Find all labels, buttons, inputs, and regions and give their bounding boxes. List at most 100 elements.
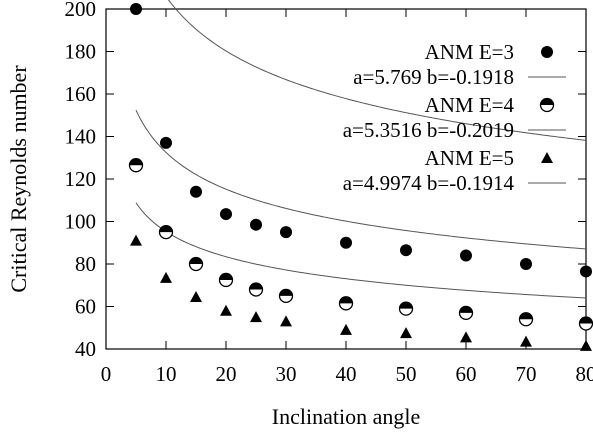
- data-point-series-3: [460, 331, 472, 343]
- marker-fill: [219, 273, 233, 280]
- data-point-series-2: [338, 296, 354, 311]
- x-tick-label: 30: [276, 362, 297, 386]
- data-point-series-2: [398, 301, 414, 316]
- legend-marker-series-2: [539, 97, 555, 113]
- x-tick-label: 0: [101, 362, 112, 386]
- marker-shape: [190, 185, 202, 198]
- y-tick-label: 200: [65, 0, 97, 21]
- x-tick-label: 20: [216, 362, 237, 386]
- marker-fill: [519, 312, 533, 320]
- data-point-series-3: [340, 323, 352, 335]
- data-point-series-3: [280, 315, 292, 327]
- y-tick-label: 60: [75, 295, 96, 319]
- y-tick-label: 140: [65, 125, 97, 149]
- data-point-series-1: [130, 3, 142, 15]
- legend-marker-series-1: [541, 46, 553, 58]
- marker-fill: [399, 302, 413, 309]
- marker-shape: [280, 226, 292, 239]
- marker-fill: [189, 257, 203, 264]
- data-point-series-2: [518, 312, 534, 327]
- marker-shape: [130, 234, 142, 246]
- marker-fill: [579, 317, 593, 324]
- fit-curves: [135, 0, 587, 299]
- marker-shape: [160, 136, 172, 149]
- data-point-series-3: [190, 290, 202, 302]
- data-point-series-3: [580, 339, 592, 351]
- marker-shape: [130, 3, 142, 15]
- x-tick-label: 10: [156, 362, 177, 386]
- legend-marker-series-3: [541, 152, 553, 163]
- data-point-series-3: [160, 271, 172, 283]
- fit-curve-series-3: [135, 202, 587, 299]
- legend-label-series-1: ANM E=3: [425, 40, 514, 64]
- data-point-series-2: [158, 224, 174, 240]
- x-tick-label: 80: [576, 362, 593, 386]
- marker-shape: [400, 327, 412, 339]
- legend-fit-label-series-3: a=4.9974 b=-0.1914: [343, 171, 515, 195]
- data-point-series-2: [188, 256, 204, 272]
- marker-shape: [190, 290, 202, 302]
- data-point-series-2: [278, 288, 294, 304]
- data-point-series-3: [520, 335, 532, 347]
- marker-shape: [541, 152, 553, 163]
- marker-shape: [160, 271, 172, 283]
- marker-shape: [520, 335, 532, 347]
- legend-fit-label-series-1: a=5.769 b=-0.1918: [353, 65, 514, 89]
- data-point-series-3: [130, 234, 142, 246]
- fit-curve-series-1: [167, 0, 587, 141]
- data-point-series-2: [458, 305, 474, 321]
- y-tick-label: 80: [75, 252, 96, 276]
- data-point-series-3: [220, 304, 232, 316]
- marker-shape: [460, 249, 472, 262]
- legend-fit-label-series-2: a=5.3516 b=-0.2019: [343, 118, 514, 142]
- legend-label-series-3: ANM E=5: [425, 146, 514, 170]
- marker-fill: [129, 158, 143, 166]
- x-tick-label: 60: [456, 362, 477, 386]
- data-point-series-1: [580, 265, 592, 278]
- data-point-series-1: [280, 226, 292, 239]
- marker-fill: [459, 306, 473, 313]
- marker-shape: [220, 304, 232, 316]
- marker-fill: [249, 283, 263, 290]
- marker-fill: [279, 289, 293, 296]
- data-point-series-2: [578, 316, 593, 331]
- x-tick-label: 50: [396, 362, 417, 386]
- marker-shape: [250, 311, 262, 323]
- x-tick-label: 40: [336, 362, 357, 386]
- legend-label-series-2: ANM E=4: [425, 93, 515, 117]
- marker-shape: [340, 236, 352, 249]
- fit-curve-series-2: [135, 109, 587, 250]
- data-point-series-2: [248, 282, 264, 297]
- y-tick-label: 120: [65, 167, 97, 191]
- y-tick-label: 160: [65, 82, 97, 106]
- marker-fill: [339, 296, 353, 304]
- data-point-series-3: [250, 311, 262, 323]
- data-markers: [128, 3, 593, 351]
- x-axis-title: Inclination angle: [272, 404, 420, 429]
- legend: ANM E=3a=5.769 b=-0.1918 ANM E=4a=5.3516 …: [343, 40, 566, 195]
- x-tick-label: 70: [516, 362, 537, 386]
- data-point-series-1: [190, 185, 202, 198]
- y-tick-label: 180: [65, 40, 97, 64]
- data-point-series-1: [520, 258, 532, 270]
- marker-shape: [460, 331, 472, 343]
- y-tick-label: 100: [65, 210, 97, 234]
- marker-shape: [580, 339, 592, 351]
- y-axis-title: Critical Reynolds number: [6, 65, 31, 293]
- data-point-series-1: [250, 218, 262, 231]
- marker-shape: [280, 315, 292, 327]
- marker-shape: [580, 265, 592, 278]
- marker-shape: [520, 258, 532, 270]
- marker-shape: [400, 244, 412, 257]
- y-axis: 40 60 80 100 120 140 160 180 200: [65, 0, 586, 361]
- data-point-series-3: [400, 327, 412, 339]
- data-point-series-1: [340, 236, 352, 249]
- data-point-series-1: [160, 136, 172, 149]
- x-axis: 0 10 20 30 40 50 60 70 80: [101, 9, 593, 386]
- data-point-series-1: [400, 244, 412, 257]
- marker-fill: [159, 225, 173, 233]
- data-point-series-1: [220, 208, 232, 221]
- data-point-series-2: [128, 158, 144, 173]
